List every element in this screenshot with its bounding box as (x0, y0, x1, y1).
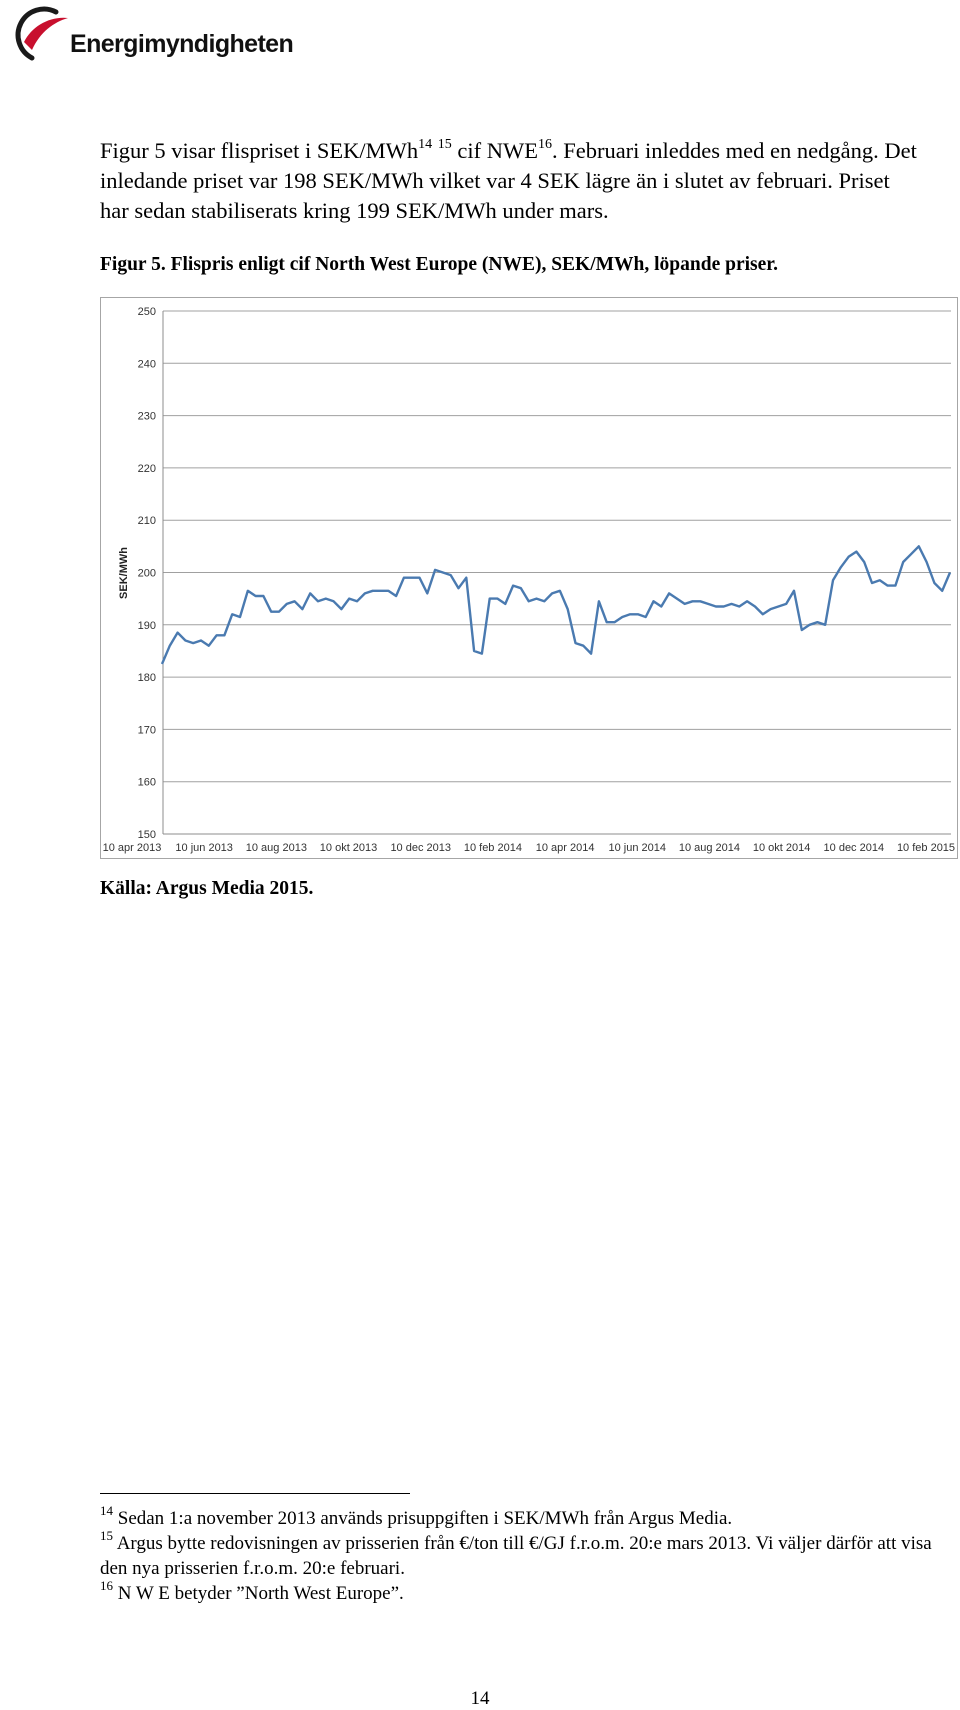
price-chart-svg: 150 160 170 180 190 200 210 220 230 240 250 10 apr… (100, 297, 958, 859)
footnote-number: 15 (100, 1527, 113, 1543)
y-tick-label: 190 (138, 620, 156, 632)
figure-caption: Figur 5. Flispris enligt cif North West … (100, 254, 779, 275)
chart-border (100, 297, 958, 859)
body-text-b: cif NWE (451, 138, 538, 163)
body-paragraph: Figur 5 visar flispriset i SEK/MWh14 15 … (100, 136, 920, 226)
x-tick-label: 10 aug 2014 (679, 842, 740, 854)
footnote-text: N W E betyder ”North West Europe”. (117, 1583, 404, 1604)
series-line-layer (160, 545, 952, 665)
series-line (160, 545, 952, 665)
y-tick-label: 220 (138, 463, 156, 475)
x-tick-label: 10 okt 2014 (753, 842, 811, 854)
logo-dark-arc (15, 6, 59, 61)
footnote-text: Sedan 1:a november 2013 används prisuppg… (117, 1508, 733, 1529)
footnote-16: 16 N W E betyder ”North West Europe”. (100, 1577, 940, 1606)
footnote-number: 16 (100, 1577, 113, 1593)
footnote-15: 15 Argus bytte redovisningen av prisseri… (100, 1527, 940, 1581)
x-tick-label: 10 jun 2014 (609, 842, 667, 854)
x-tick-label: 10 jun 2013 (175, 842, 233, 854)
logo-red-swoosh (24, 17, 68, 51)
body-text-c: . Februari inleddes med en nedgång. Det … (100, 138, 917, 223)
page-number: 14 (470, 1688, 490, 1709)
y-tick-label: 170 (138, 724, 156, 736)
y-tick-labels: 150 160 170 180 190 200 210 220 230 240 250 (138, 306, 156, 841)
x-tick-label: 10 aug 2013 (246, 842, 307, 854)
footnote-number: 14 (100, 1502, 113, 1518)
x-tick-label: 10 apr 2014 (536, 842, 595, 854)
footnote-ref-16: 16 (537, 136, 552, 152)
footnote-14: 14 Sedan 1:a november 2013 används prisu… (100, 1502, 940, 1531)
y-tick-label: 240 (138, 358, 156, 370)
price-chart: 150 160 170 180 190 200 210 220 230 240 250 10 apr… (100, 297, 958, 859)
y-tick-label: 160 (138, 777, 156, 789)
y-axis-label: SEK/MWh (118, 547, 130, 599)
x-tick-label: 10 dec 2013 (390, 842, 451, 854)
body-text-a: Figur 5 visar flispriset i SEK/MWh (100, 138, 419, 163)
figure-source: Källa: Argus Media 2015. (100, 878, 314, 899)
energimyndigheten-logo: Energimyndigheten (6, 4, 294, 64)
footnotes: 14 Sedan 1:a november 2013 används prisu… (100, 1502, 940, 1606)
logo-mark-icon (15, 6, 68, 61)
footnote-text: Argus bytte redovisningen av prisserien … (100, 1533, 932, 1579)
x-tick-label: 10 feb 2014 (464, 842, 522, 854)
footnote-ref-15: 15 (437, 136, 452, 152)
y-tick-label: 200 (138, 568, 156, 580)
grid-layer (162, 310, 951, 835)
y-tick-label: 250 (138, 306, 156, 318)
x-tick-labels: 10 apr 2013 10 jun 2013 10 aug 2013 10 okt … (103, 842, 955, 854)
footnote-separator (100, 1493, 410, 1494)
footnote-ref-14: 14 (418, 136, 433, 152)
y-tick-label: 150 (138, 829, 156, 841)
y-tick-label: 180 (138, 672, 156, 684)
x-tick-label: 10 feb 2015 (897, 842, 955, 854)
y-tick-label: 210 (138, 515, 156, 527)
x-tick-label: 10 okt 2013 (320, 842, 378, 854)
logo-text: Energimyndigheten (70, 30, 294, 58)
x-tick-label: 10 dec 2014 (824, 842, 885, 854)
y-tick-label: 230 (138, 411, 156, 423)
x-tick-label: 10 apr 2013 (103, 842, 162, 854)
